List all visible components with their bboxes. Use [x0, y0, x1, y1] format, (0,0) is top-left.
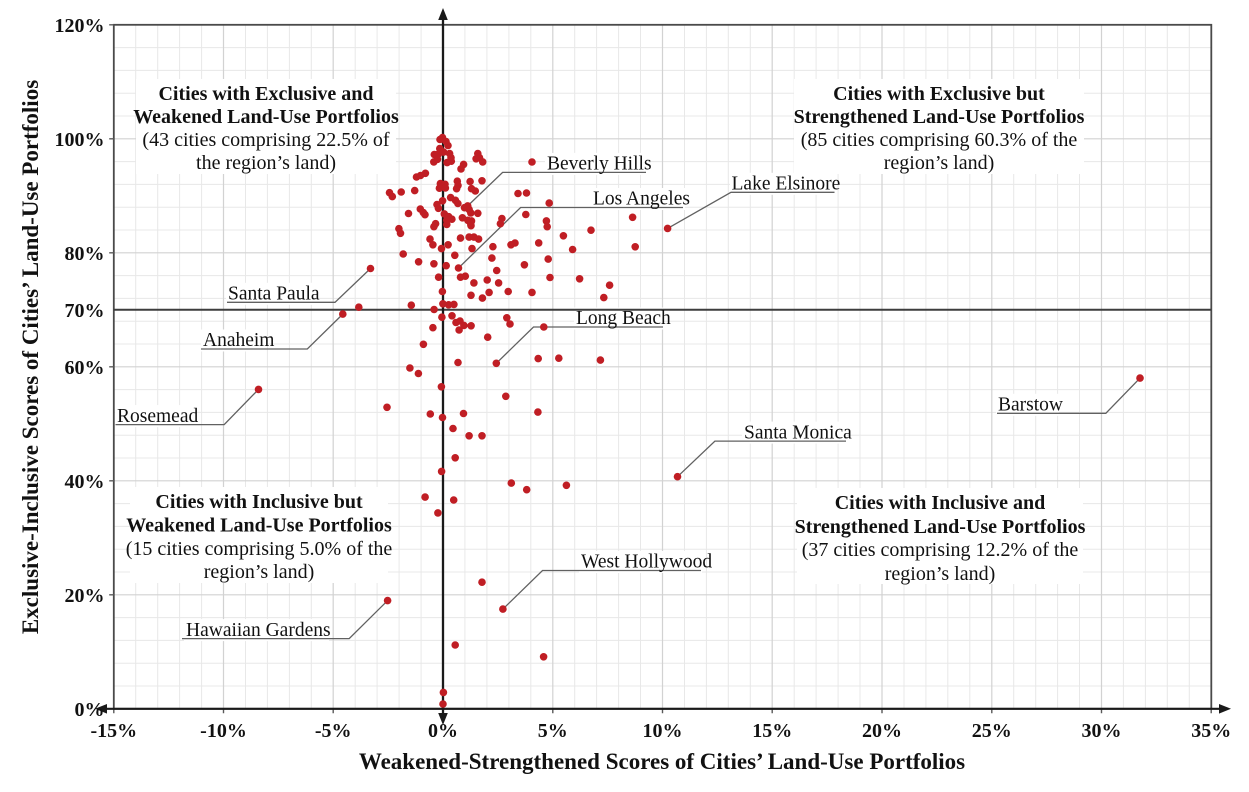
svg-text:Cities with Inclusive and: Cities with Inclusive and [835, 492, 1046, 514]
svg-text:100%: 100% [55, 129, 105, 151]
svg-text:-10%: -10% [200, 720, 247, 742]
svg-text:Long Beach: Long Beach [576, 308, 671, 329]
svg-text:60%: 60% [65, 357, 105, 379]
svg-text:(85 cities comprising 60.3% of: (85 cities comprising 60.3% of the [801, 129, 1078, 151]
svg-text:Weakened Land-Use Portfolios: Weakened Land-Use Portfolios [133, 106, 399, 128]
svg-text:region’s land): region’s land) [885, 563, 996, 585]
svg-text:35%: 35% [1191, 720, 1231, 742]
svg-text:Cities with Exclusive but: Cities with Exclusive but [833, 83, 1045, 105]
svg-text:20%: 20% [862, 720, 902, 742]
svg-text:Beverly Hills: Beverly Hills [547, 154, 652, 175]
svg-text:Exclusive-Inclusive Scores of: Exclusive-Inclusive Scores of Cities’ La… [18, 80, 43, 634]
svg-text:70%: 70% [65, 300, 105, 322]
svg-text:Strengthened Land-Use Portfoli: Strengthened Land-Use Portfolios [794, 106, 1085, 128]
svg-text:5%: 5% [538, 720, 568, 742]
svg-text:(15 cities comprising 5.0% of: (15 cities comprising 5.0% of the [126, 538, 393, 560]
svg-text:(37 cities comprising 12.2% of: (37 cities comprising 12.2% of the [802, 539, 1079, 561]
svg-text:Strengthened Land-Use Portfoli: Strengthened Land-Use Portfolios [795, 516, 1086, 538]
svg-text:Lake Elsinore: Lake Elsinore [732, 174, 841, 195]
svg-text:20%: 20% [65, 585, 105, 607]
svg-text:Cities with Exclusive and: Cities with Exclusive and [158, 83, 373, 105]
svg-text:Rosemead: Rosemead [117, 406, 198, 427]
svg-text:15%: 15% [752, 720, 792, 742]
svg-text:Los Angeles: Los Angeles [593, 189, 690, 210]
svg-text:the region’s land): the region’s land) [196, 152, 336, 174]
svg-text:10%: 10% [643, 720, 683, 742]
svg-text:0%: 0% [428, 720, 458, 742]
svg-text:Anaheim: Anaheim [203, 330, 274, 351]
svg-text:80%: 80% [65, 243, 105, 265]
svg-text:30%: 30% [1082, 720, 1122, 742]
svg-text:-15%: -15% [90, 720, 137, 742]
svg-text:-5%: -5% [315, 720, 352, 742]
svg-text:Barstow: Barstow [998, 395, 1063, 416]
svg-text:region’s land): region’s land) [204, 561, 315, 583]
svg-text:Santa Monica: Santa Monica [744, 422, 852, 443]
svg-text:Santa Paula: Santa Paula [228, 284, 320, 305]
svg-text:(43 cities comprising 22.5% of: (43 cities comprising 22.5% of [142, 129, 390, 151]
svg-text:0%: 0% [75, 699, 105, 721]
svg-text:40%: 40% [65, 471, 105, 493]
svg-text:West Hollywood: West Hollywood [581, 552, 712, 573]
svg-text:Cities with Inclusive but: Cities with Inclusive but [155, 491, 363, 513]
svg-text:Hawaiian Gardens: Hawaiian Gardens [186, 620, 331, 641]
svg-text:region’s land): region’s land) [884, 152, 995, 174]
svg-text:25%: 25% [972, 720, 1012, 742]
svg-text:Weakened Land-Use Portfolios: Weakened Land-Use Portfolios [126, 515, 392, 537]
svg-text:Weakened-Strengthened Scores o: Weakened-Strengthened Scores of Cities’ … [359, 749, 965, 774]
svg-text:120%: 120% [55, 15, 105, 37]
